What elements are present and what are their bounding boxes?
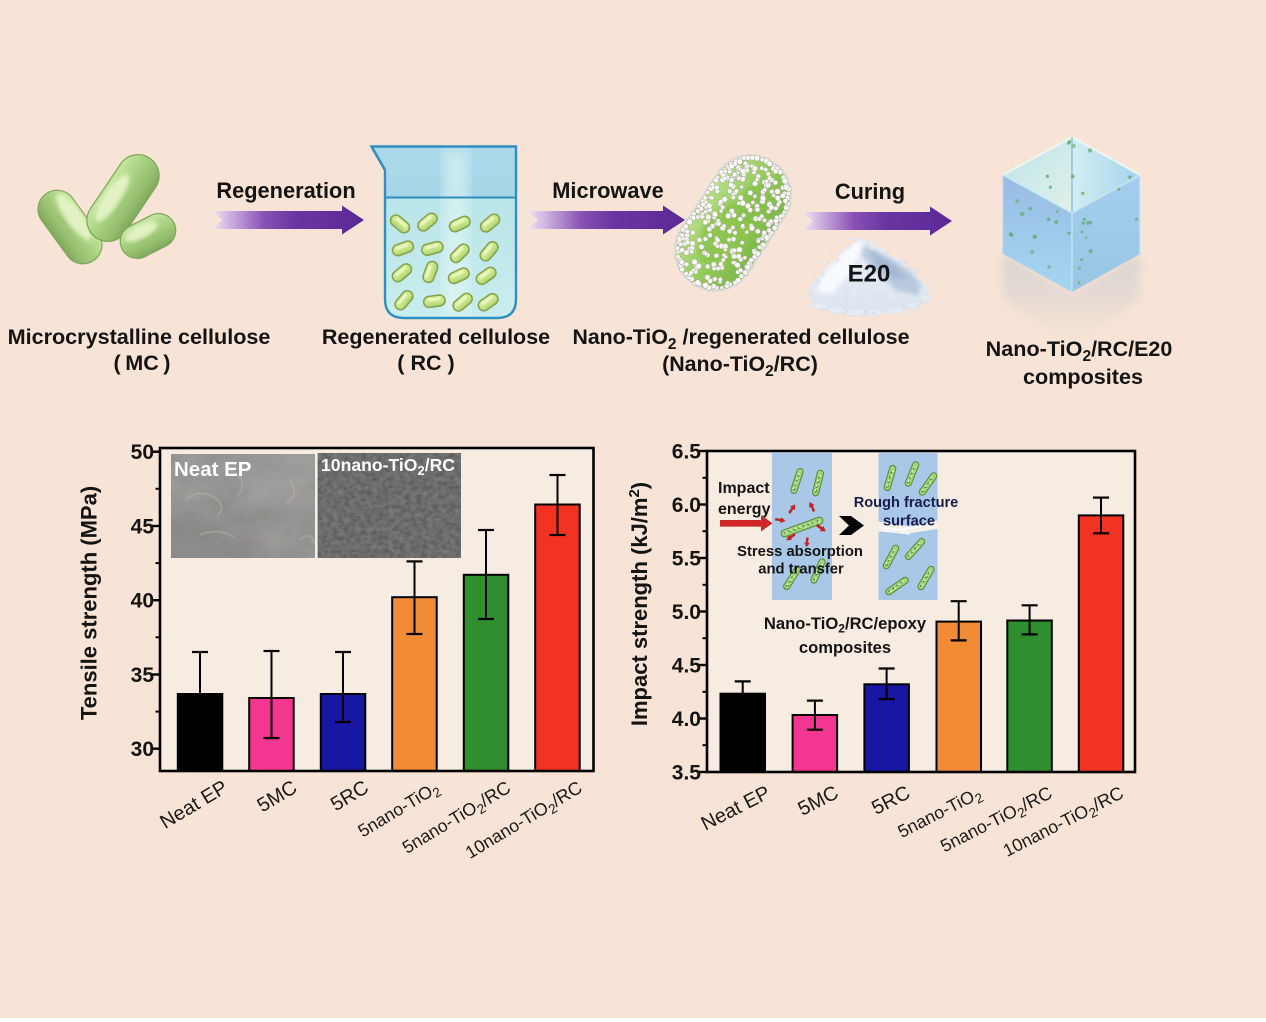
svg-text:10nano-TiO2/RC: 10nano-TiO2/RC xyxy=(321,455,455,478)
svg-text:5RC: 5RC xyxy=(327,776,373,815)
svg-text:composites: composites xyxy=(1023,364,1143,389)
svg-text:45: 45 xyxy=(131,516,155,539)
svg-text:3.5: 3.5 xyxy=(672,762,702,785)
svg-text:50: 50 xyxy=(131,441,154,464)
svg-text:(Nano-TiO2/RC): (Nano-TiO2/RC) xyxy=(662,352,818,380)
svg-text:Regenerated cellulose: Regenerated cellulose xyxy=(322,325,550,349)
svg-text:and transfer: and transfer xyxy=(758,562,844,578)
svg-text:5.5: 5.5 xyxy=(672,548,702,571)
svg-text:Rough fracture: Rough fracture xyxy=(854,495,959,511)
svg-text:30: 30 xyxy=(131,738,154,761)
svg-text:surface: surface xyxy=(883,514,935,530)
svg-text:Curing: Curing xyxy=(835,179,905,204)
svg-text:Microwave: Microwave xyxy=(552,178,663,203)
svg-text:(RC): (RC) xyxy=(397,351,454,375)
svg-text:E20: E20 xyxy=(848,261,891,288)
svg-text:4.5: 4.5 xyxy=(672,655,702,678)
svg-text:10nano-TiO2/RC: 10nano-TiO2/RC xyxy=(999,782,1128,864)
svg-text:6.5: 6.5 xyxy=(672,441,702,464)
svg-text:Neat EP: Neat EP xyxy=(156,776,231,833)
svg-text:Nano-TiO2 /regenerated cellulo: Nano-TiO2 /regenerated cellulose xyxy=(572,325,909,353)
svg-text:(MC): (MC) xyxy=(114,350,171,375)
svg-text:Impact: Impact xyxy=(718,480,770,497)
svg-text:Impact strength (kJ/m2): Impact strength (kJ/m2) xyxy=(626,482,652,726)
svg-text:5MC: 5MC xyxy=(254,776,302,817)
svg-text:5MC: 5MC xyxy=(795,782,843,821)
svg-text:35: 35 xyxy=(131,664,155,687)
svg-text:Regeneration: Regeneration xyxy=(216,178,355,203)
svg-text:Nano-TiO2/RC/E20: Nano-TiO2/RC/E20 xyxy=(986,336,1173,365)
svg-text:5.0: 5.0 xyxy=(672,601,701,624)
svg-text:Neat EP: Neat EP xyxy=(698,782,774,835)
svg-text:5RC: 5RC xyxy=(868,782,914,820)
svg-text:4.0: 4.0 xyxy=(672,708,701,731)
svg-text:6.0: 6.0 xyxy=(672,494,701,517)
svg-text:Neat EP: Neat EP xyxy=(174,458,251,481)
svg-text:energy: energy xyxy=(718,501,771,518)
svg-text:composites: composites xyxy=(799,638,891,657)
svg-text:Microcrystalline cellulose: Microcrystalline cellulose xyxy=(8,324,271,349)
svg-text:Nano-TiO2/RC/epoxy: Nano-TiO2/RC/epoxy xyxy=(764,614,927,636)
svg-text:Stress absorption: Stress absorption xyxy=(737,544,863,560)
svg-text:Tensile strength (MPa): Tensile strength (MPa) xyxy=(77,486,102,720)
svg-text:40: 40 xyxy=(131,590,154,613)
